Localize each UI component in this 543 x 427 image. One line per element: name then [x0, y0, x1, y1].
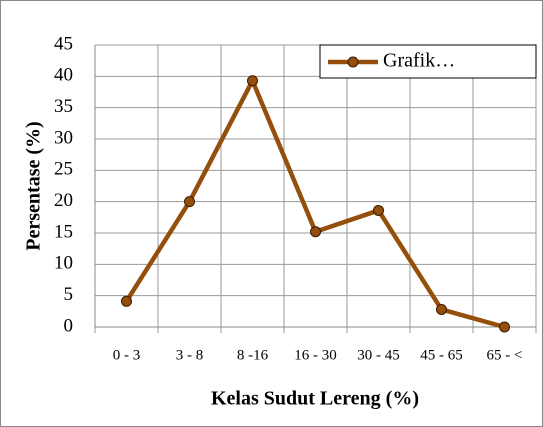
legend-label: Grafik… — [383, 50, 455, 72]
data-point — [184, 196, 195, 208]
data-point — [121, 295, 132, 307]
y-tick-label: 45 — [54, 33, 73, 54]
data-point — [499, 321, 510, 333]
data-point — [373, 204, 384, 216]
y-axis-title: Persentase (%) — [23, 121, 45, 250]
y-tick-label: 0 — [64, 315, 74, 336]
y-tick-label: 15 — [54, 221, 73, 242]
y-tick-label: 20 — [54, 190, 73, 211]
y-tick-label: 40 — [54, 65, 73, 86]
y-tick-label: 35 — [54, 96, 73, 117]
data-point — [310, 226, 321, 238]
x-tick-label: 3 - 8 — [176, 347, 204, 363]
x-tick-label: 45 - 65 — [420, 347, 463, 363]
data-point — [247, 75, 258, 87]
y-tick-label: 25 — [54, 159, 73, 180]
legend-marker — [347, 56, 359, 68]
x-axis-title: Kelas Sudut Lereng (%) — [211, 388, 419, 410]
x-tick-label: 65 - < — [487, 347, 523, 363]
y-tick-label: 5 — [64, 284, 74, 305]
x-tick-label: 16 - 30 — [294, 347, 337, 363]
y-tick-label: 10 — [54, 253, 73, 274]
x-tick-label: 30 - 45 — [357, 347, 400, 363]
y-tick-label: 30 — [54, 127, 73, 148]
x-tick-label: 0 - 3 — [113, 347, 141, 363]
x-tick-label: 8 -16 — [237, 347, 269, 363]
data-point — [436, 303, 447, 315]
